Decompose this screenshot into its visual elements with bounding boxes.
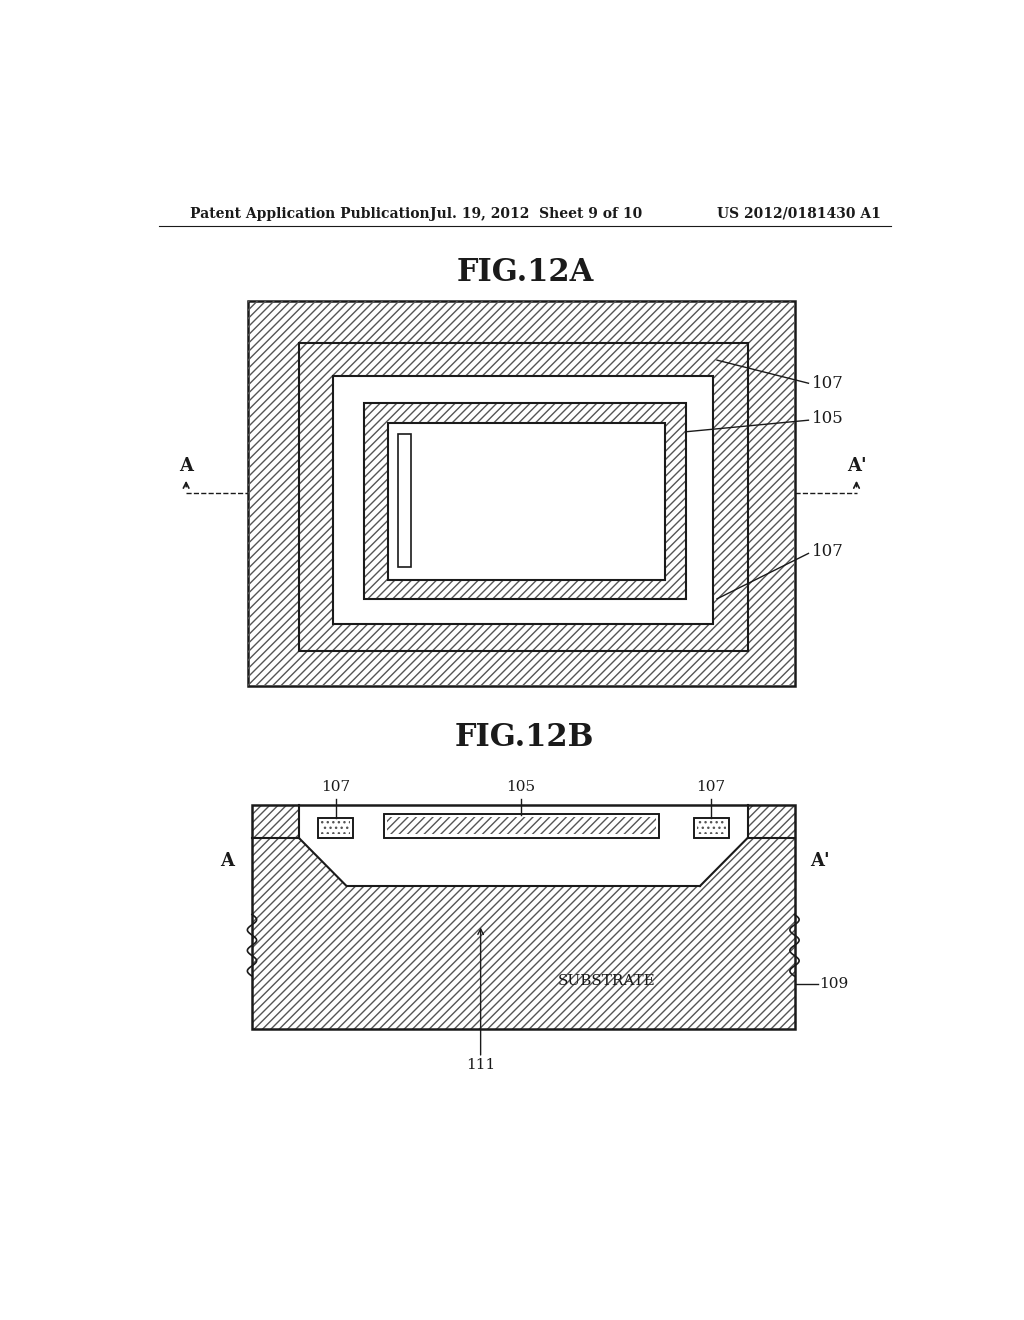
Polygon shape: [252, 805, 299, 837]
Text: A: A: [220, 851, 234, 870]
Text: Jul. 19, 2012  Sheet 9 of 10: Jul. 19, 2012 Sheet 9 of 10: [430, 207, 642, 220]
Bar: [334, 376, 713, 624]
Bar: [365, 404, 686, 422]
Bar: [693, 817, 729, 837]
Polygon shape: [252, 837, 346, 886]
Bar: [248, 301, 795, 686]
Text: FIG.12A: FIG.12A: [456, 257, 594, 288]
Bar: [365, 422, 388, 581]
Text: FIG.12B: FIG.12B: [455, 722, 595, 752]
Bar: [387, 817, 655, 834]
Polygon shape: [748, 805, 795, 837]
Bar: [299, 343, 748, 376]
Bar: [321, 821, 349, 834]
Text: 105: 105: [812, 411, 844, 428]
Text: 111: 111: [466, 1059, 496, 1072]
Bar: [665, 422, 686, 581]
Text: SUBSTRATE: SUBSTRATE: [558, 974, 655, 987]
Bar: [384, 813, 658, 837]
Bar: [397, 434, 411, 566]
Polygon shape: [252, 886, 795, 1028]
Bar: [384, 813, 658, 837]
Bar: [365, 581, 686, 599]
Polygon shape: [299, 837, 748, 886]
Bar: [365, 404, 686, 599]
Bar: [388, 422, 665, 581]
Bar: [697, 821, 726, 834]
Bar: [252, 805, 795, 1028]
Text: 107: 107: [322, 780, 350, 795]
Text: 107: 107: [812, 543, 844, 560]
Bar: [248, 301, 795, 686]
Text: Patent Application Publication: Patent Application Publication: [190, 207, 430, 220]
Bar: [317, 817, 352, 837]
Bar: [388, 422, 665, 581]
Bar: [334, 376, 713, 624]
Bar: [299, 376, 334, 624]
Text: 107: 107: [696, 780, 725, 795]
Text: A': A': [810, 851, 829, 870]
Bar: [713, 376, 748, 624]
Text: US 2012/0181430 A1: US 2012/0181430 A1: [717, 207, 881, 220]
Text: 105: 105: [506, 780, 536, 795]
Text: 107: 107: [812, 375, 844, 392]
Bar: [299, 343, 748, 651]
Text: A': A': [847, 458, 866, 475]
Text: 109: 109: [819, 977, 849, 991]
Bar: [693, 817, 729, 837]
Bar: [299, 624, 748, 651]
Polygon shape: [700, 837, 795, 886]
Text: A: A: [179, 458, 194, 475]
Bar: [252, 805, 795, 1028]
Bar: [317, 817, 352, 837]
